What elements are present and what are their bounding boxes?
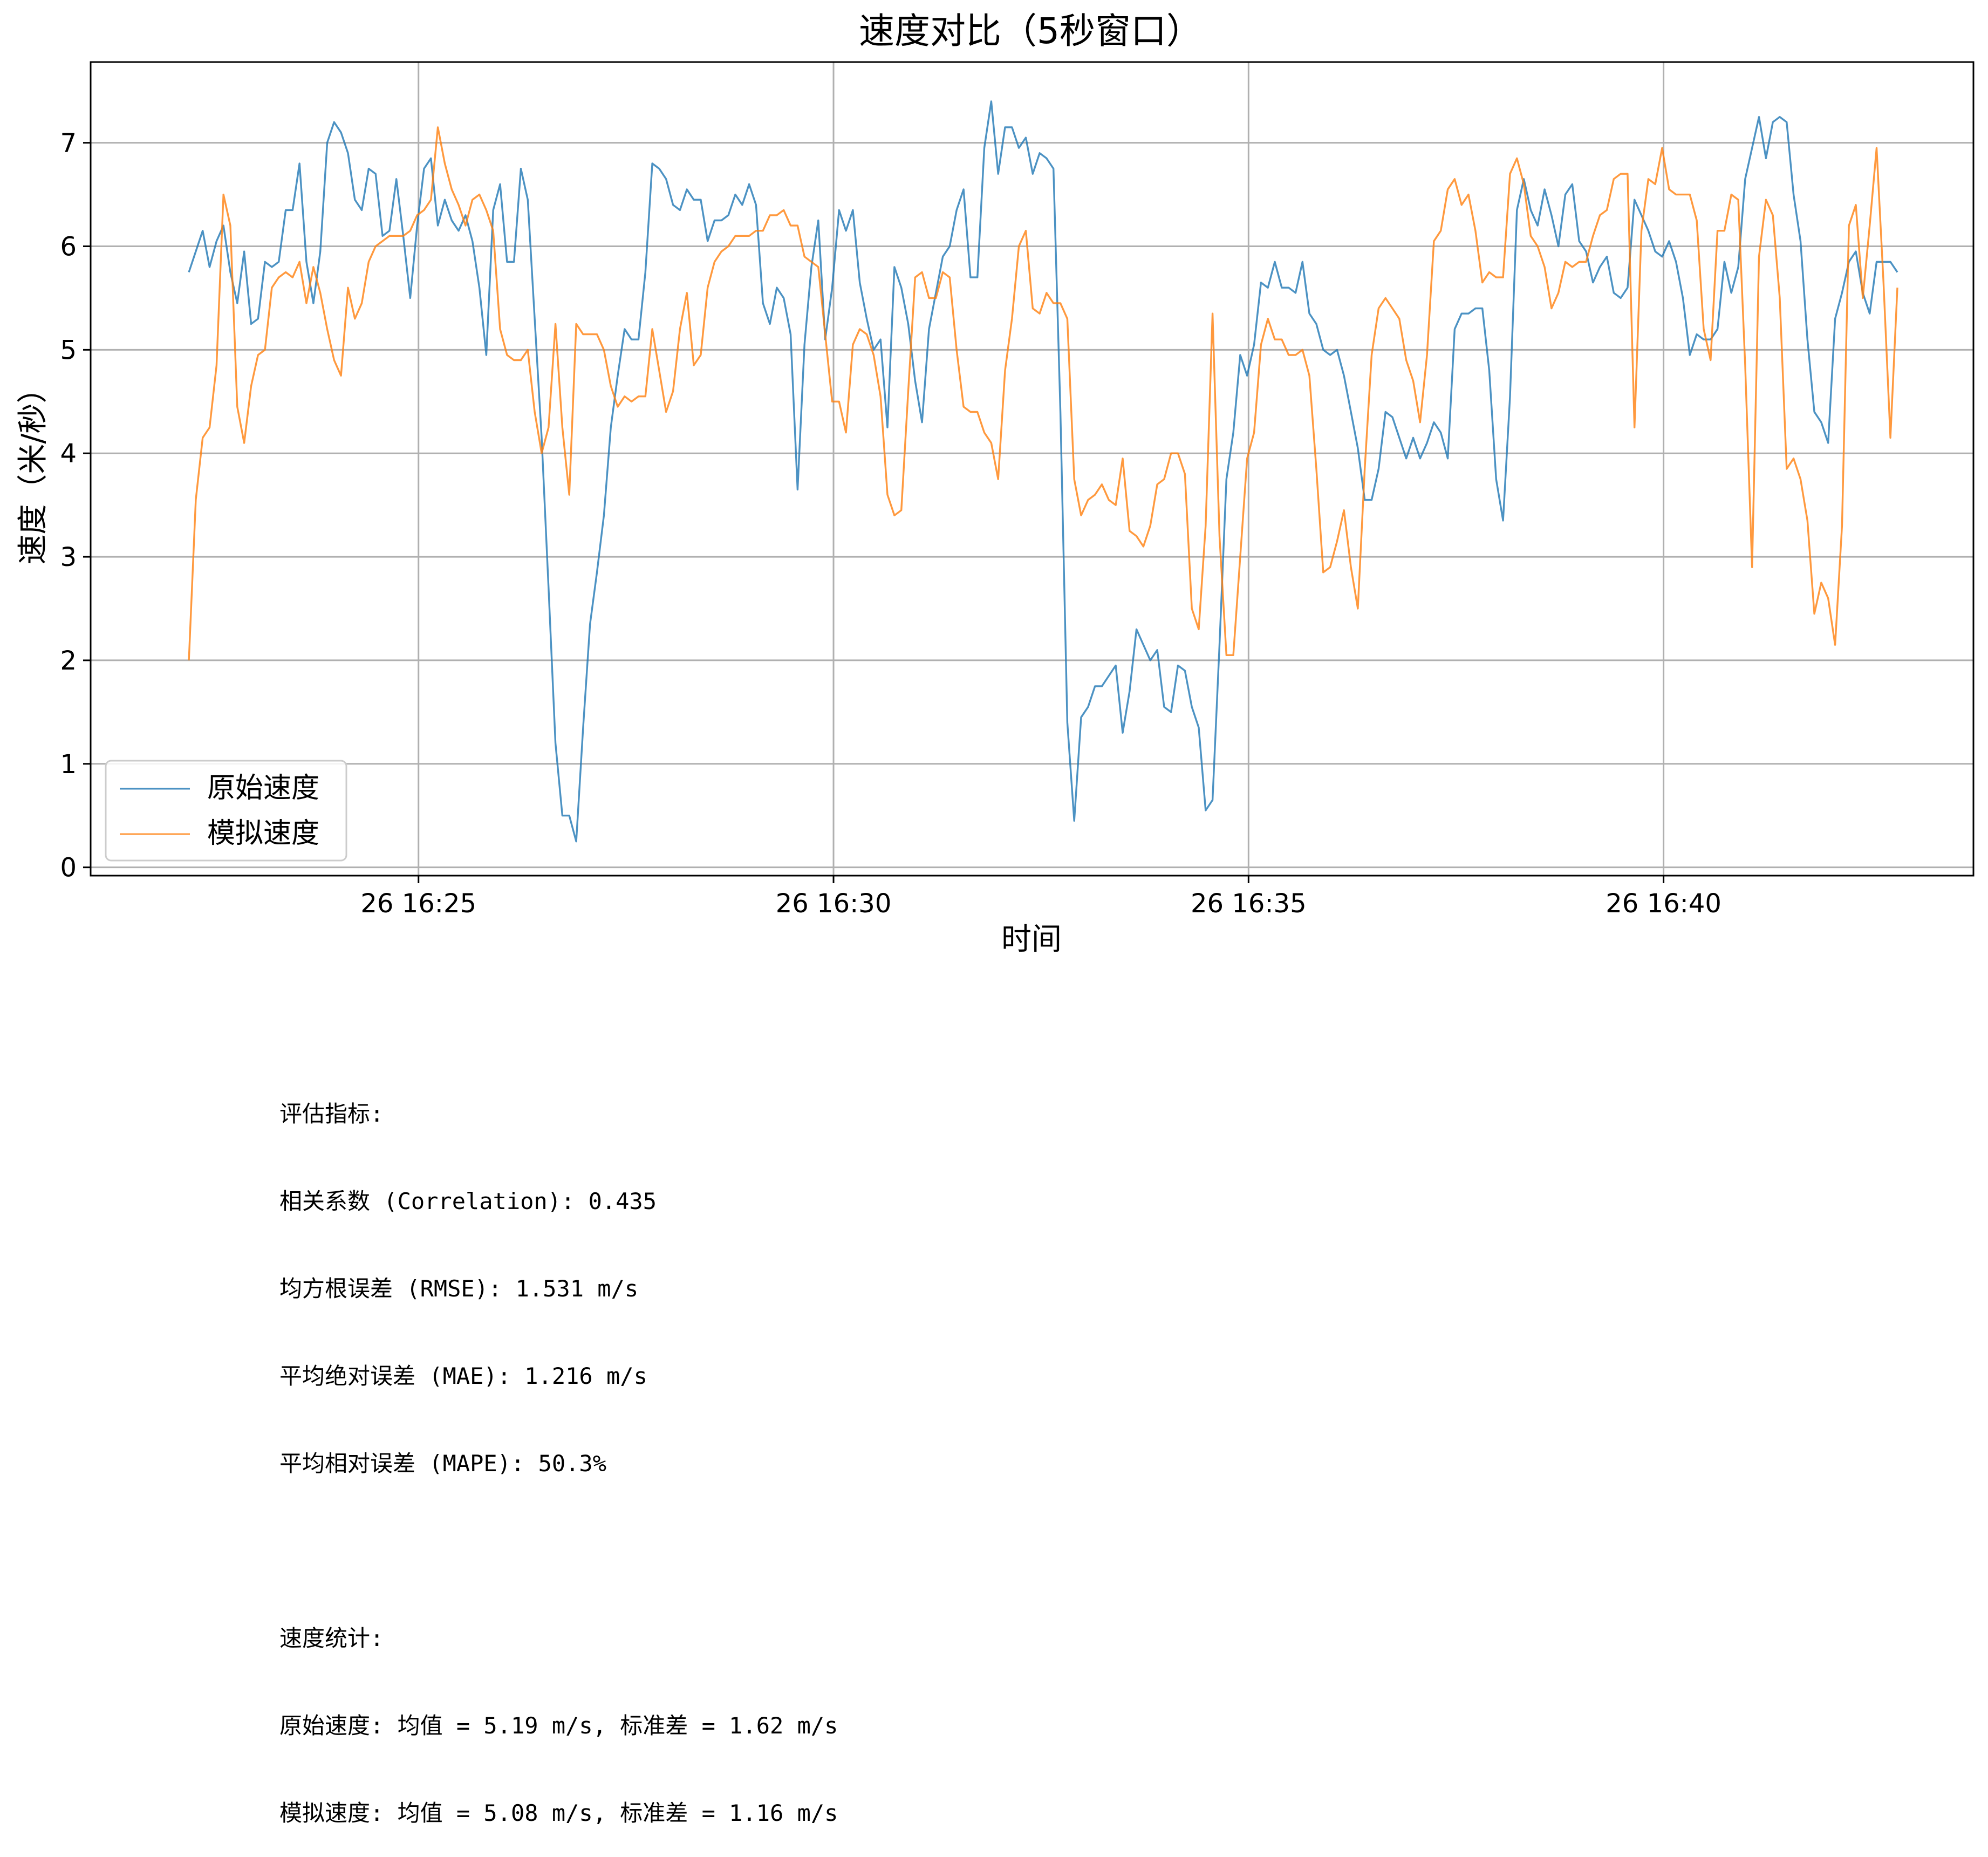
y-tick-label: 3 [60,542,77,572]
legend-label-original: 原始速度 [207,772,319,804]
y-tick-label: 4 [60,439,77,469]
chart-title: 速度对比（5秒窗口） [859,10,1202,52]
x-axis-ticks: 26 16:25 26 16:30 26 16:35 26 16:40 [360,876,1721,919]
y-tick-label: 6 [60,232,77,262]
series-line-original [188,100,1898,843]
metrics-heading: 评估指标: [279,1101,384,1127]
x-tick-label: 26 16:30 [776,889,892,919]
y-axis-ticks: 0 1 2 3 4 5 6 7 [60,128,91,883]
metric-correlation: 相关系数 (Correlation): 0.435 [279,1188,657,1214]
stats-original: 原始速度: 均值 = 5.19 m/s, 标准差 = 1.62 m/s [279,1712,838,1739]
metrics-text-block: 评估指标: 相关系数 (Correlation): 0.435 均方根误差 (R… [279,1041,838,1857]
metric-mape: 平均相对误差 (MAPE): 50.3% [279,1450,607,1477]
plot-frame [90,61,1975,877]
series-lines [188,100,1898,843]
speed-comparison-chart: 速度对比（5秒窗口） 26 16:25 26 16:30 26 16:35 26 16… [16,10,1975,957]
x-tick-label: 26 16:25 [360,889,476,919]
stats-simulated: 模拟速度: 均值 = 5.08 m/s, 标准差 = 1.16 m/s [279,1800,838,1826]
metric-mae: 平均绝对误差 (MAE): 1.216 m/s [279,1363,647,1389]
y-tick-label: 7 [60,128,77,159]
legend-label-simulated: 模拟速度 [207,817,319,850]
legend: 原始速度 模拟速度 [105,760,347,862]
stats-heading: 速度统计: [279,1625,384,1651]
stats-spacer [279,1537,838,1566]
x-tick-label: 26 16:35 [1191,889,1307,919]
y-tick-label: 2 [60,646,77,676]
metric-rmse: 均方根误差 (RMSE): 1.531 m/s [279,1275,639,1302]
series-line-simulated [188,126,1898,660]
grid-lines [91,62,1973,876]
y-tick-label: 1 [60,749,77,780]
y-tick-label: 5 [60,335,77,365]
y-axis-label: 速度（米/秒） [16,373,51,565]
legend-box [105,760,347,862]
x-tick-label: 26 16:40 [1606,889,1721,919]
y-tick-label: 0 [60,853,77,883]
x-axis-label: 时间 [1001,922,1062,957]
